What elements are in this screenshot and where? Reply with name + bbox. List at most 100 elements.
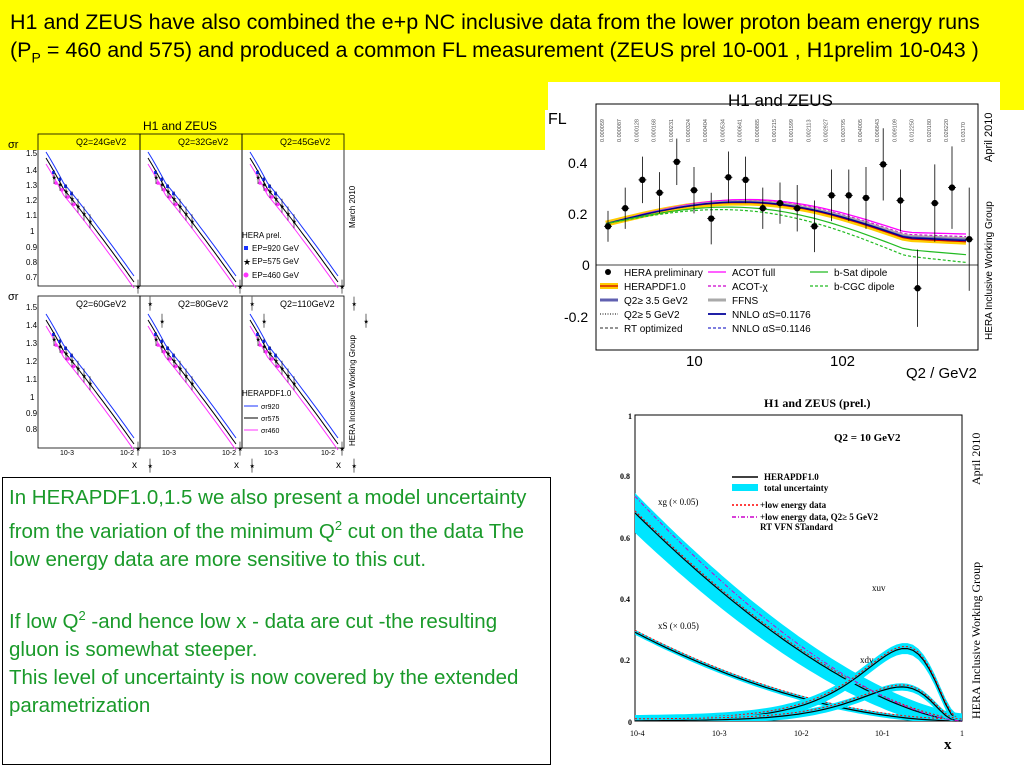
sigma-point-460 (54, 343, 58, 347)
sigma-point-920 (52, 333, 55, 337)
fl-figure-title: H1 and ZEUS (728, 91, 833, 110)
fl-legend-label: HERA preliminary (624, 268, 703, 279)
sigma-point-575: ★ (178, 365, 183, 372)
pdf-legend-band (732, 484, 758, 491)
slide-title: H1 and ZEUS have also combined the e+p N… (10, 10, 980, 66)
fl-frame (595, 103, 979, 351)
sigma-point-575: ★ (82, 211, 87, 218)
paragraph-low-q2: If low Q2 -and hence low x - data are cu… (9, 607, 498, 661)
fl-legend-marker (605, 269, 611, 275)
fl-data-point (725, 174, 732, 181)
ytick: 1 (30, 227, 35, 236)
sigma-r-figure: H1 and ZEUS σr σr March 2010 HERA Inclus… (8, 119, 369, 473)
sigma-point-920 (262, 339, 265, 343)
sigma-point-575: ★ (238, 446, 243, 453)
sigma-point-460 (66, 357, 70, 361)
sigma-point-575: ★ (64, 188, 69, 195)
sigma-point-575: ★ (58, 181, 63, 188)
sigma-point-920 (172, 192, 175, 196)
xlabel: x (336, 460, 341, 471)
pdf-ytick: 0.2 (620, 656, 630, 665)
sigma-point-575: ★ (286, 373, 291, 380)
sigma-point-920 (160, 177, 163, 181)
fl-x-value: 0.000128 (634, 119, 640, 142)
ytick: 1.4 (26, 321, 38, 330)
fl-legend-label: NNLO αS=0.1176 (732, 310, 811, 321)
pdf-legend-rt: RT VFN STandard (760, 522, 833, 532)
sigma-point-575: ★ (190, 381, 195, 388)
fl-data-point (708, 215, 715, 222)
pdf-ytick: 0.4 (620, 595, 630, 604)
sigma-point-460 (72, 364, 76, 369)
ytick: 0.8 (26, 258, 38, 267)
pdf-legend-low-cut: +low energy data, Q2≥ 5 GeV2 (760, 512, 879, 522)
ytick: 1.4 (26, 166, 38, 175)
sigma-point-460 (174, 202, 178, 207)
ytick: 0.8 (26, 425, 38, 434)
sigma-point-575: ★ (256, 175, 261, 182)
legend-curve-460: σr460 (261, 428, 279, 435)
sigma-point-575: ★ (292, 219, 297, 226)
pdf-legend-uncertainty: total uncertainty (764, 483, 829, 493)
pdf-label-xuv: xuv (872, 583, 886, 593)
ytick: 1.2 (26, 196, 38, 205)
sigma-point-575: ★ (52, 175, 57, 182)
sigma-panel-frame (241, 295, 345, 449)
sigma-panel-frame (241, 133, 345, 287)
sigma-point-575: ★ (262, 181, 267, 188)
sigma-point-920 (70, 354, 73, 358)
sigma-point-460 (72, 202, 76, 207)
pdf-xtick: 10-2 (794, 729, 809, 738)
sigma-point-920 (58, 177, 61, 181)
sigma-point-575: ★ (340, 446, 345, 453)
fl-data-point (914, 285, 921, 292)
xtick: 10-3 (162, 450, 176, 457)
legend-575: EP=575 GeV (252, 257, 300, 266)
legend-920-marker (244, 246, 248, 250)
fl-ytick: 0 (582, 257, 590, 273)
ytick: 0.7 (26, 273, 38, 282)
sigma-figure-title: H1 and ZEUS (143, 119, 217, 133)
sigma-point-920 (70, 192, 73, 196)
pdf-q2-label: Q2 = 10 GeV2 (834, 432, 901, 444)
pdf-xuv-band (635, 643, 962, 721)
sigma-point-460 (60, 350, 64, 354)
legend-920: EP=920 GeV (252, 244, 300, 253)
legend-575-marker: ★ (243, 257, 251, 267)
fl-data-point (622, 205, 629, 212)
legend-curves-title: HERAPDF1.0 (242, 389, 292, 398)
pdf-xg-central (634, 512, 963, 722)
sigma-point-920 (262, 177, 265, 181)
sigma-point-575: ★ (148, 463, 153, 470)
fl-x-value: 0.000059 (600, 119, 606, 142)
ytick: 1.2 (26, 357, 38, 366)
pdf-ytick: 1 (628, 412, 632, 421)
sigma-panels: Q2=24GeV2★★★★★★★★★★Q2=32GeV2★★★★★★★★★★Q2… (37, 133, 369, 473)
fl-ytick: 0.2 (568, 206, 588, 222)
sigma-point-460 (258, 181, 262, 185)
sigma-point-920 (64, 346, 67, 350)
xtick: 10-3 (60, 450, 74, 457)
xlabel: x (234, 460, 239, 471)
sigma-point-460 (156, 343, 160, 347)
fl-legend-label: b-Sat dipole (834, 268, 888, 279)
fl-x-value: 0.020180 (927, 119, 933, 142)
fl-x-value: 0.001215 (772, 119, 778, 142)
sigma-point-575: ★ (274, 358, 279, 365)
sigma-point-460 (66, 195, 70, 199)
fl-curve (605, 206, 967, 256)
pdf-label-xg: xg (× 0.05) (658, 497, 698, 507)
sigma-point-575: ★ (274, 196, 279, 203)
xlabel: x (132, 460, 137, 471)
fl-data-point (639, 176, 646, 184)
sigma-point-575: ★ (256, 337, 261, 344)
pdf-xtick: 1 (960, 729, 964, 738)
sigma-point-920 (166, 184, 169, 188)
fl-data-point (742, 176, 749, 184)
ytick: 1.5 (26, 149, 38, 158)
fl-curves (605, 198, 967, 263)
sigma-point-920 (274, 192, 277, 196)
sigma-point-575: ★ (268, 350, 273, 357)
sigma-point-460 (54, 181, 58, 185)
sigma-point-460 (276, 364, 280, 369)
